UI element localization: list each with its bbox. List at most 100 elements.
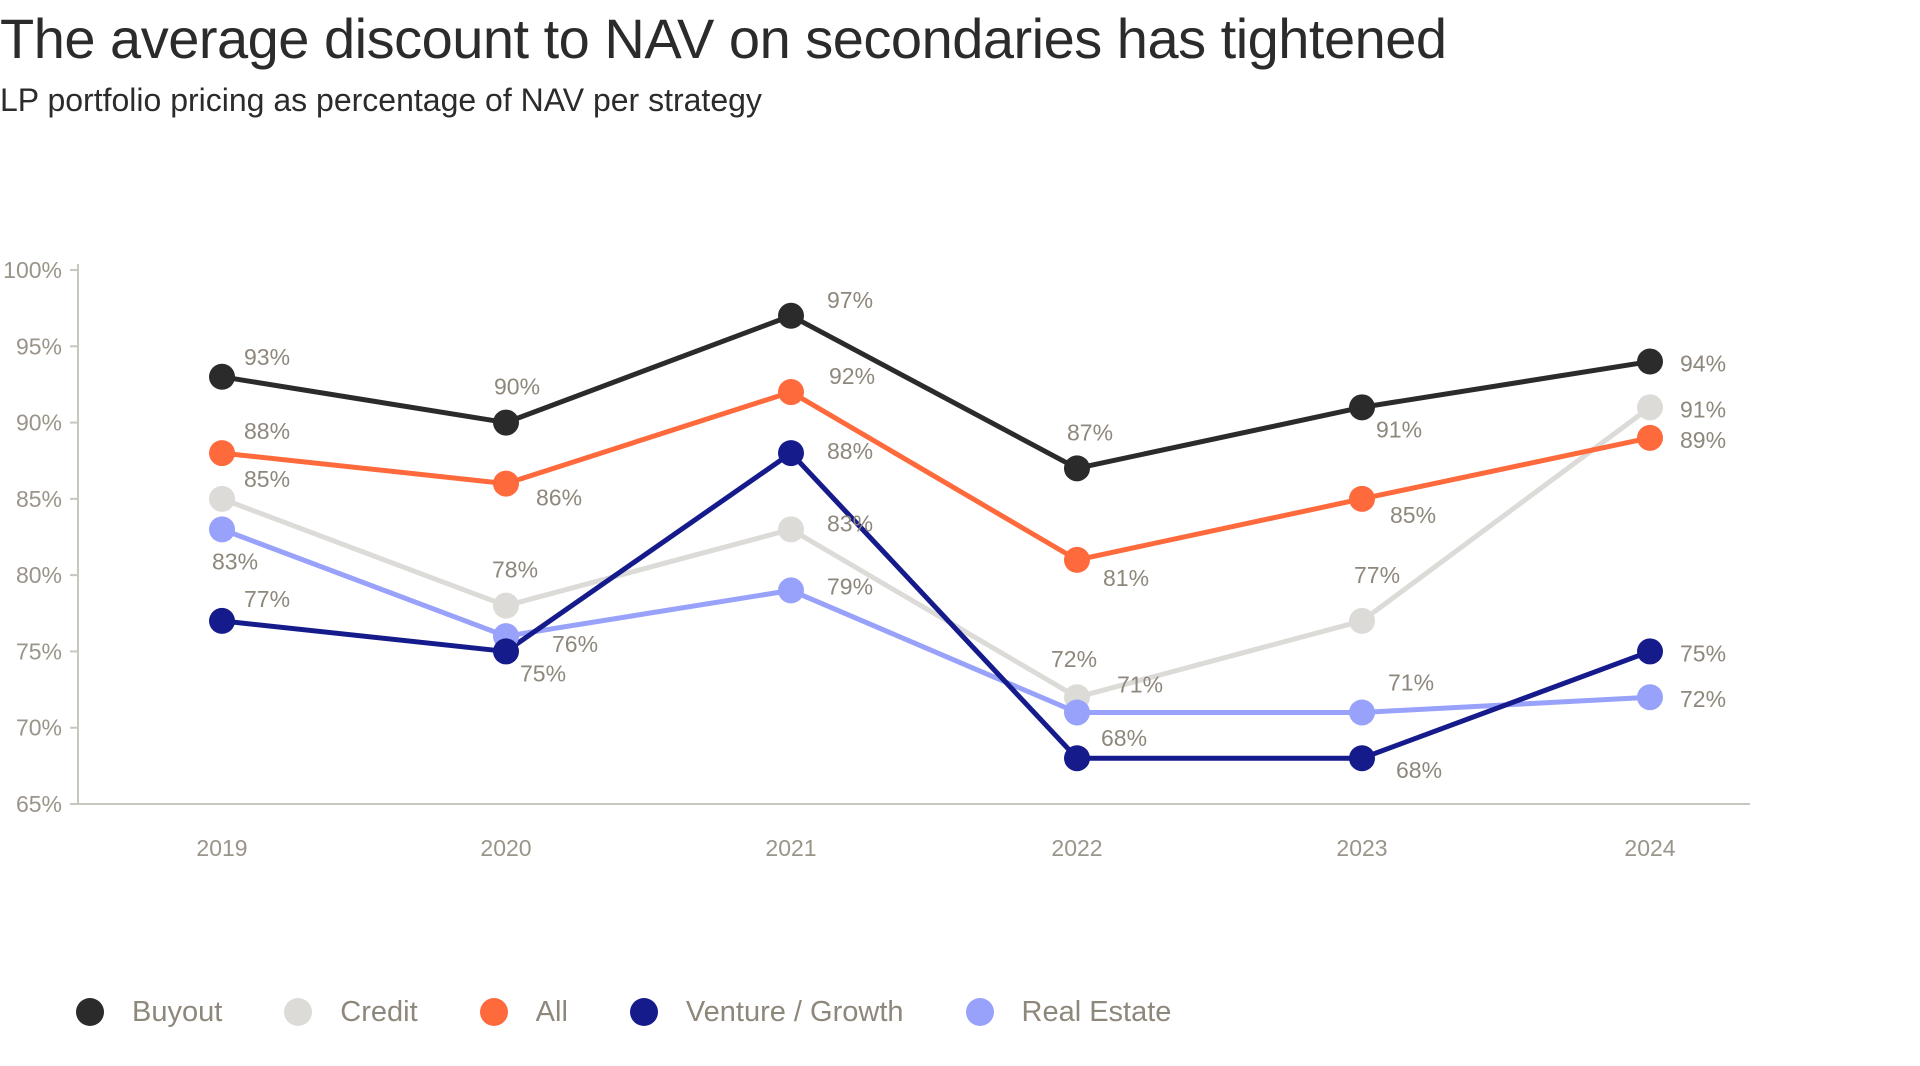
data-point-venture-growth <box>1349 745 1375 772</box>
data-point-all <box>778 379 804 406</box>
legend-label: Buyout <box>132 995 223 1028</box>
data-point-all <box>209 440 235 467</box>
data-label-all: 81% <box>1103 565 1149 591</box>
y-tick-label: 85% <box>16 486 62 512</box>
data-point-real-estate <box>1064 699 1090 726</box>
data-point-credit <box>1637 394 1663 421</box>
data-point-all <box>1637 424 1663 451</box>
data-label-all: 88% <box>244 418 290 444</box>
legend-swatch <box>479 998 508 1026</box>
data-point-real-estate <box>778 577 804 604</box>
data-point-venture-growth <box>778 440 804 467</box>
series-line-real-estate <box>219 526 1653 715</box>
x-tick-label: 2022 <box>1051 835 1102 861</box>
data-label-buyout: 97% <box>827 287 873 313</box>
data-label-real-estate: 83% <box>212 548 258 574</box>
data-point-buyout <box>209 363 235 390</box>
legend-swatch <box>76 998 104 1026</box>
data-point-real-estate <box>1637 684 1663 711</box>
y-tick-label: 65% <box>16 791 62 817</box>
y-tick-label: 100% <box>3 257 62 283</box>
legend-swatch <box>965 998 994 1026</box>
data-point-credit <box>209 485 235 512</box>
data-label-credit: 83% <box>827 510 873 536</box>
x-tick-label: 2023 <box>1336 835 1387 861</box>
data-label-credit: 72% <box>1051 646 1097 672</box>
legend-label: Venture / Growth <box>685 995 904 1028</box>
data-label-buyout: 87% <box>1067 419 1113 445</box>
data-label-credit: 78% <box>492 557 538 583</box>
data-point-venture-growth <box>493 638 519 665</box>
legend-label: All <box>535 995 568 1028</box>
data-point-buyout <box>1064 455 1090 482</box>
data-point-all <box>493 470 519 497</box>
data-label-venture-growth: 68% <box>1101 725 1147 751</box>
data-label-credit: 85% <box>244 466 290 492</box>
data-label-buyout: 91% <box>1376 416 1422 442</box>
x-tick-label: 2019 <box>196 835 247 861</box>
data-point-venture-growth <box>209 607 235 634</box>
series-line-credit <box>219 404 1653 700</box>
data-label-venture-growth: 77% <box>244 586 290 612</box>
data-label-venture-growth: 75% <box>1680 640 1726 666</box>
data-labels: 85% 78% 83% 72% 77% 91% 83% 76% 79% 71% 71% 72% 88% 8… <box>212 287 1726 783</box>
data-label-real-estate: 72% <box>1680 686 1726 712</box>
chart-axes: 100% 95% 90% 85% 80% 75% 70% 65% 2019 2020 2021 202… <box>3 257 1750 861</box>
data-point-buyout <box>1637 348 1663 375</box>
legend-item-venture-growth: Venture / Growth <box>629 995 904 1029</box>
chart-subtitle: LP portfolio pricing as percentage of NA… <box>0 82 762 118</box>
legend-item-buyout: Buyout <box>76 996 222 1029</box>
data-label-real-estate: 79% <box>827 573 873 599</box>
y-tick-label: 95% <box>16 333 62 359</box>
data-label-all: 85% <box>1390 502 1436 528</box>
y-tick-label: 80% <box>16 562 62 588</box>
data-label-real-estate: 71% <box>1388 669 1434 695</box>
chart-title: The average discount to NAV on secondari… <box>0 7 1447 70</box>
data-label-venture-growth: 68% <box>1396 757 1442 783</box>
data-label-buyout: 93% <box>244 344 290 370</box>
legend-item-credit: Credit <box>284 995 418 1029</box>
data-point-real-estate <box>209 516 235 543</box>
legend-swatch <box>284 998 313 1026</box>
y-tick-label: 70% <box>16 715 62 741</box>
series-lines <box>219 313 1653 761</box>
data-point-credit <box>493 592 519 619</box>
data-point-credit <box>778 516 804 543</box>
data-point-venture-growth <box>1637 638 1663 665</box>
series-line-all <box>219 389 1653 563</box>
x-tick-label: 2021 <box>765 835 816 861</box>
data-point-buyout <box>778 302 804 329</box>
data-label-real-estate: 76% <box>552 631 598 657</box>
data-label-credit: 77% <box>1354 562 1400 588</box>
data-label-all: 92% <box>829 363 875 389</box>
legend-item-all: All <box>479 995 568 1029</box>
data-point-buyout <box>1349 394 1375 421</box>
series-line-venture-growth <box>219 450 1653 761</box>
x-tick-label: 2024 <box>1624 835 1675 861</box>
legend-item-real-estate: Real Estate <box>965 995 1172 1029</box>
data-label-real-estate: 71% <box>1117 671 1163 697</box>
data-point-all <box>1064 546 1090 573</box>
legend-label: Credit <box>340 995 418 1028</box>
legend-label: Real Estate <box>1021 995 1172 1028</box>
data-label-all: 89% <box>1680 427 1726 453</box>
x-tick-label: 2020 <box>480 835 531 861</box>
data-point-buyout <box>493 409 519 436</box>
data-point-all <box>1349 485 1375 512</box>
data-point-venture-growth <box>1064 745 1090 772</box>
data-point-real-estate <box>1349 699 1375 726</box>
chart-legend: Buyout Credit All Venture / Growth Real Esta… <box>76 990 1233 1034</box>
data-label-all: 86% <box>536 485 582 511</box>
data-label-buyout: 94% <box>1680 351 1726 377</box>
data-label-venture-growth: 88% <box>827 438 873 464</box>
data-label-credit: 91% <box>1680 396 1726 422</box>
y-tick-label: 90% <box>16 410 62 436</box>
data-label-buyout: 90% <box>494 374 540 400</box>
series-points <box>209 302 1663 772</box>
legend-swatch <box>629 998 658 1026</box>
series-line-buyout <box>219 313 1653 471</box>
data-point-credit <box>1349 607 1375 634</box>
data-label-venture-growth: 75% <box>520 660 566 686</box>
y-tick-label: 75% <box>16 638 62 664</box>
